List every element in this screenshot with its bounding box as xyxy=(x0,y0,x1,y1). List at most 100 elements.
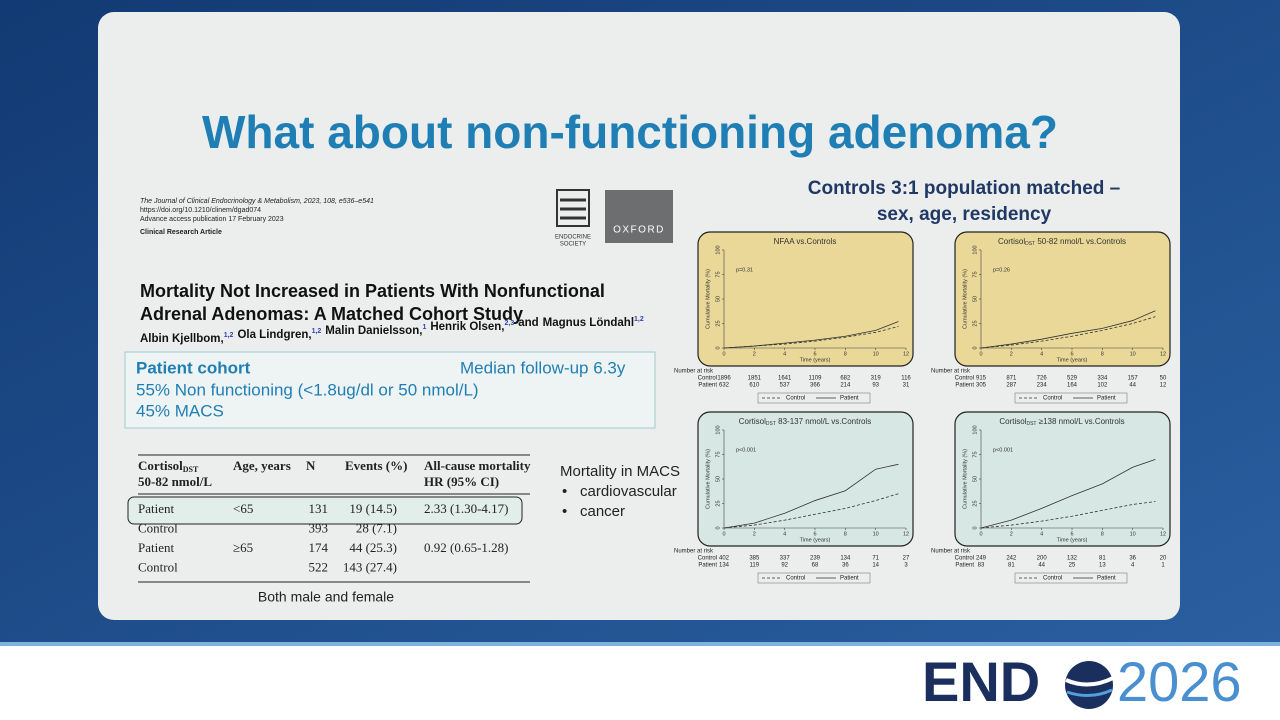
risk-value: 1896 xyxy=(717,376,731,382)
risk-value: 334 xyxy=(1097,376,1108,382)
risk-value: 366 xyxy=(810,383,821,389)
td: 522 xyxy=(309,559,329,574)
td: 174 xyxy=(309,540,329,555)
risk-value: 726 xyxy=(1037,376,1048,382)
y-tick-label: 0 xyxy=(972,346,978,349)
risk-label: Control xyxy=(698,376,717,382)
doi: https://doi.org/10.1210/clinem/dgad074 xyxy=(140,207,261,214)
th: Age, years xyxy=(233,458,291,473)
logo-globe xyxy=(1065,661,1114,709)
risk-value: 234 xyxy=(1037,383,1048,389)
author-affil: 2,3 xyxy=(504,320,514,327)
legend-label: Patient xyxy=(1097,576,1116,582)
km-plot: NFAA vs.Controls 0 25 50 75 100 0 2 4 6 8 10 12 Cumul… xyxy=(674,231,914,404)
risk-value: 93 xyxy=(872,383,879,389)
risk-value: 31 xyxy=(903,383,910,389)
x-tick-label: 6 xyxy=(813,351,816,357)
title-sub: DST xyxy=(1026,421,1036,427)
risk-value: 164 xyxy=(1067,383,1078,389)
plot-title: CortisolDST ≥138 nmol/L vs.Controls xyxy=(999,417,1124,427)
km-curve xyxy=(723,493,899,529)
th: N xyxy=(306,458,316,473)
y-tick-label: 0 xyxy=(972,526,978,529)
y-tick-label: 100 xyxy=(715,425,721,434)
risk-value: 92 xyxy=(781,563,788,569)
title-rest: 50-82 nmol/L vs.Controls xyxy=(1035,237,1126,246)
risk-value: 1851 xyxy=(748,376,762,382)
risk-label: Patient xyxy=(698,383,717,389)
risk-value: 116 xyxy=(901,376,911,382)
risk-value: 871 xyxy=(1006,376,1017,382)
y-tick-label: 0 xyxy=(715,346,721,349)
x-tick-label: 4 xyxy=(1040,531,1043,537)
risk-value: 44 xyxy=(1038,563,1045,569)
th: All-cause mortality xyxy=(424,458,531,473)
km-plot: CortisolDST 50-82 nmol/L vs.Controls 0 25 5… xyxy=(931,231,1171,404)
risk-label: Patient xyxy=(698,563,717,569)
legend-label: Patient xyxy=(840,396,859,402)
x-tick-label: 6 xyxy=(813,531,816,537)
risk-value: 305 xyxy=(976,383,987,389)
x-tick-label: 12 xyxy=(903,351,909,357)
table: CortisolDST 50-82 nmol/L Age, years N Ev… xyxy=(127,454,531,583)
risk-value: 36 xyxy=(842,563,849,569)
km-plot: CortisolDST 83-137 nmol/L vs.Controls025… xyxy=(674,411,914,584)
risk-value: 1109 xyxy=(809,376,823,382)
risk-title: Number at risk xyxy=(931,549,971,555)
advance: Advance access publication 17 February 2… xyxy=(140,216,284,223)
x-tick-label: 4 xyxy=(783,531,786,537)
risk-value: 1 xyxy=(1161,563,1165,569)
legend-box xyxy=(757,392,871,404)
risk-value: 44 xyxy=(1129,383,1136,389)
legend-box xyxy=(757,572,871,584)
title-rest: 83-137 nmol/L vs.Controls xyxy=(776,417,871,426)
risk-value: 119 xyxy=(750,563,760,569)
footnote: Both male and female xyxy=(258,589,394,605)
y-tick-label: 75 xyxy=(715,271,721,277)
author-name: Magnus Löndahl xyxy=(543,317,634,329)
paper-title: Mortality Not Increased in Patients With… xyxy=(140,281,605,301)
cohort-line: 55% Non functioning (<1.8ug/dl or 50 nmo… xyxy=(136,380,479,399)
y-tick-label: 50 xyxy=(972,476,978,482)
author-affil: 1,2 xyxy=(634,316,644,323)
risk-value: 25 xyxy=(1069,563,1076,569)
risk-value: 132 xyxy=(1067,556,1078,562)
y-tick-label: 100 xyxy=(715,245,721,254)
td: 143 (27.4) xyxy=(343,559,397,574)
authors: Albin Kjellbom,1,2 Ola Lindgren,1,2 Malin … xyxy=(140,316,644,345)
title-sub: DST xyxy=(1025,241,1035,247)
article-type: Clinical Research Article xyxy=(140,229,222,236)
x-tick-label: 8 xyxy=(1101,531,1104,537)
th: HR (95% CI) xyxy=(424,474,499,489)
bullet: • xyxy=(562,503,567,520)
risk-value: 20 xyxy=(1160,556,1167,562)
risk-value: 529 xyxy=(1067,376,1078,382)
x-tick-label: 2 xyxy=(753,531,756,537)
risk-value: 13 xyxy=(1099,563,1106,569)
td: Patient xyxy=(138,501,174,516)
cohort-heading: Patient cohort xyxy=(136,358,251,377)
risk-value: 402 xyxy=(719,556,730,562)
risk-value: 610 xyxy=(749,383,760,389)
p-value: p=0.31 xyxy=(736,267,753,273)
author-name: Ola Lindgren, xyxy=(237,329,311,341)
logo-text: SOCIETY xyxy=(560,242,586,248)
y-tick-label: 100 xyxy=(972,425,978,434)
p-value: p=0.26 xyxy=(993,267,1010,273)
risk-label: Control xyxy=(955,556,974,562)
x-tick-label: 4 xyxy=(783,351,786,357)
km-curve xyxy=(980,459,1156,529)
y-tick-label: 50 xyxy=(715,296,721,302)
th: Events (%) xyxy=(345,458,407,473)
td: ≥65 xyxy=(233,540,253,555)
plot-panel xyxy=(954,411,1171,547)
risk-value: 134 xyxy=(840,556,851,562)
plot-title: CortisolDST 83-137 nmol/L vs.Controls xyxy=(739,417,871,427)
td: <65 xyxy=(233,501,253,516)
author-name: Malin Danielsson, xyxy=(325,325,422,337)
bullet: • xyxy=(562,483,567,500)
risk-value: 337 xyxy=(780,556,791,562)
logo-brand: END xyxy=(922,650,1040,713)
society-logo: ENDOCRINE SOCIETY xyxy=(555,189,591,248)
